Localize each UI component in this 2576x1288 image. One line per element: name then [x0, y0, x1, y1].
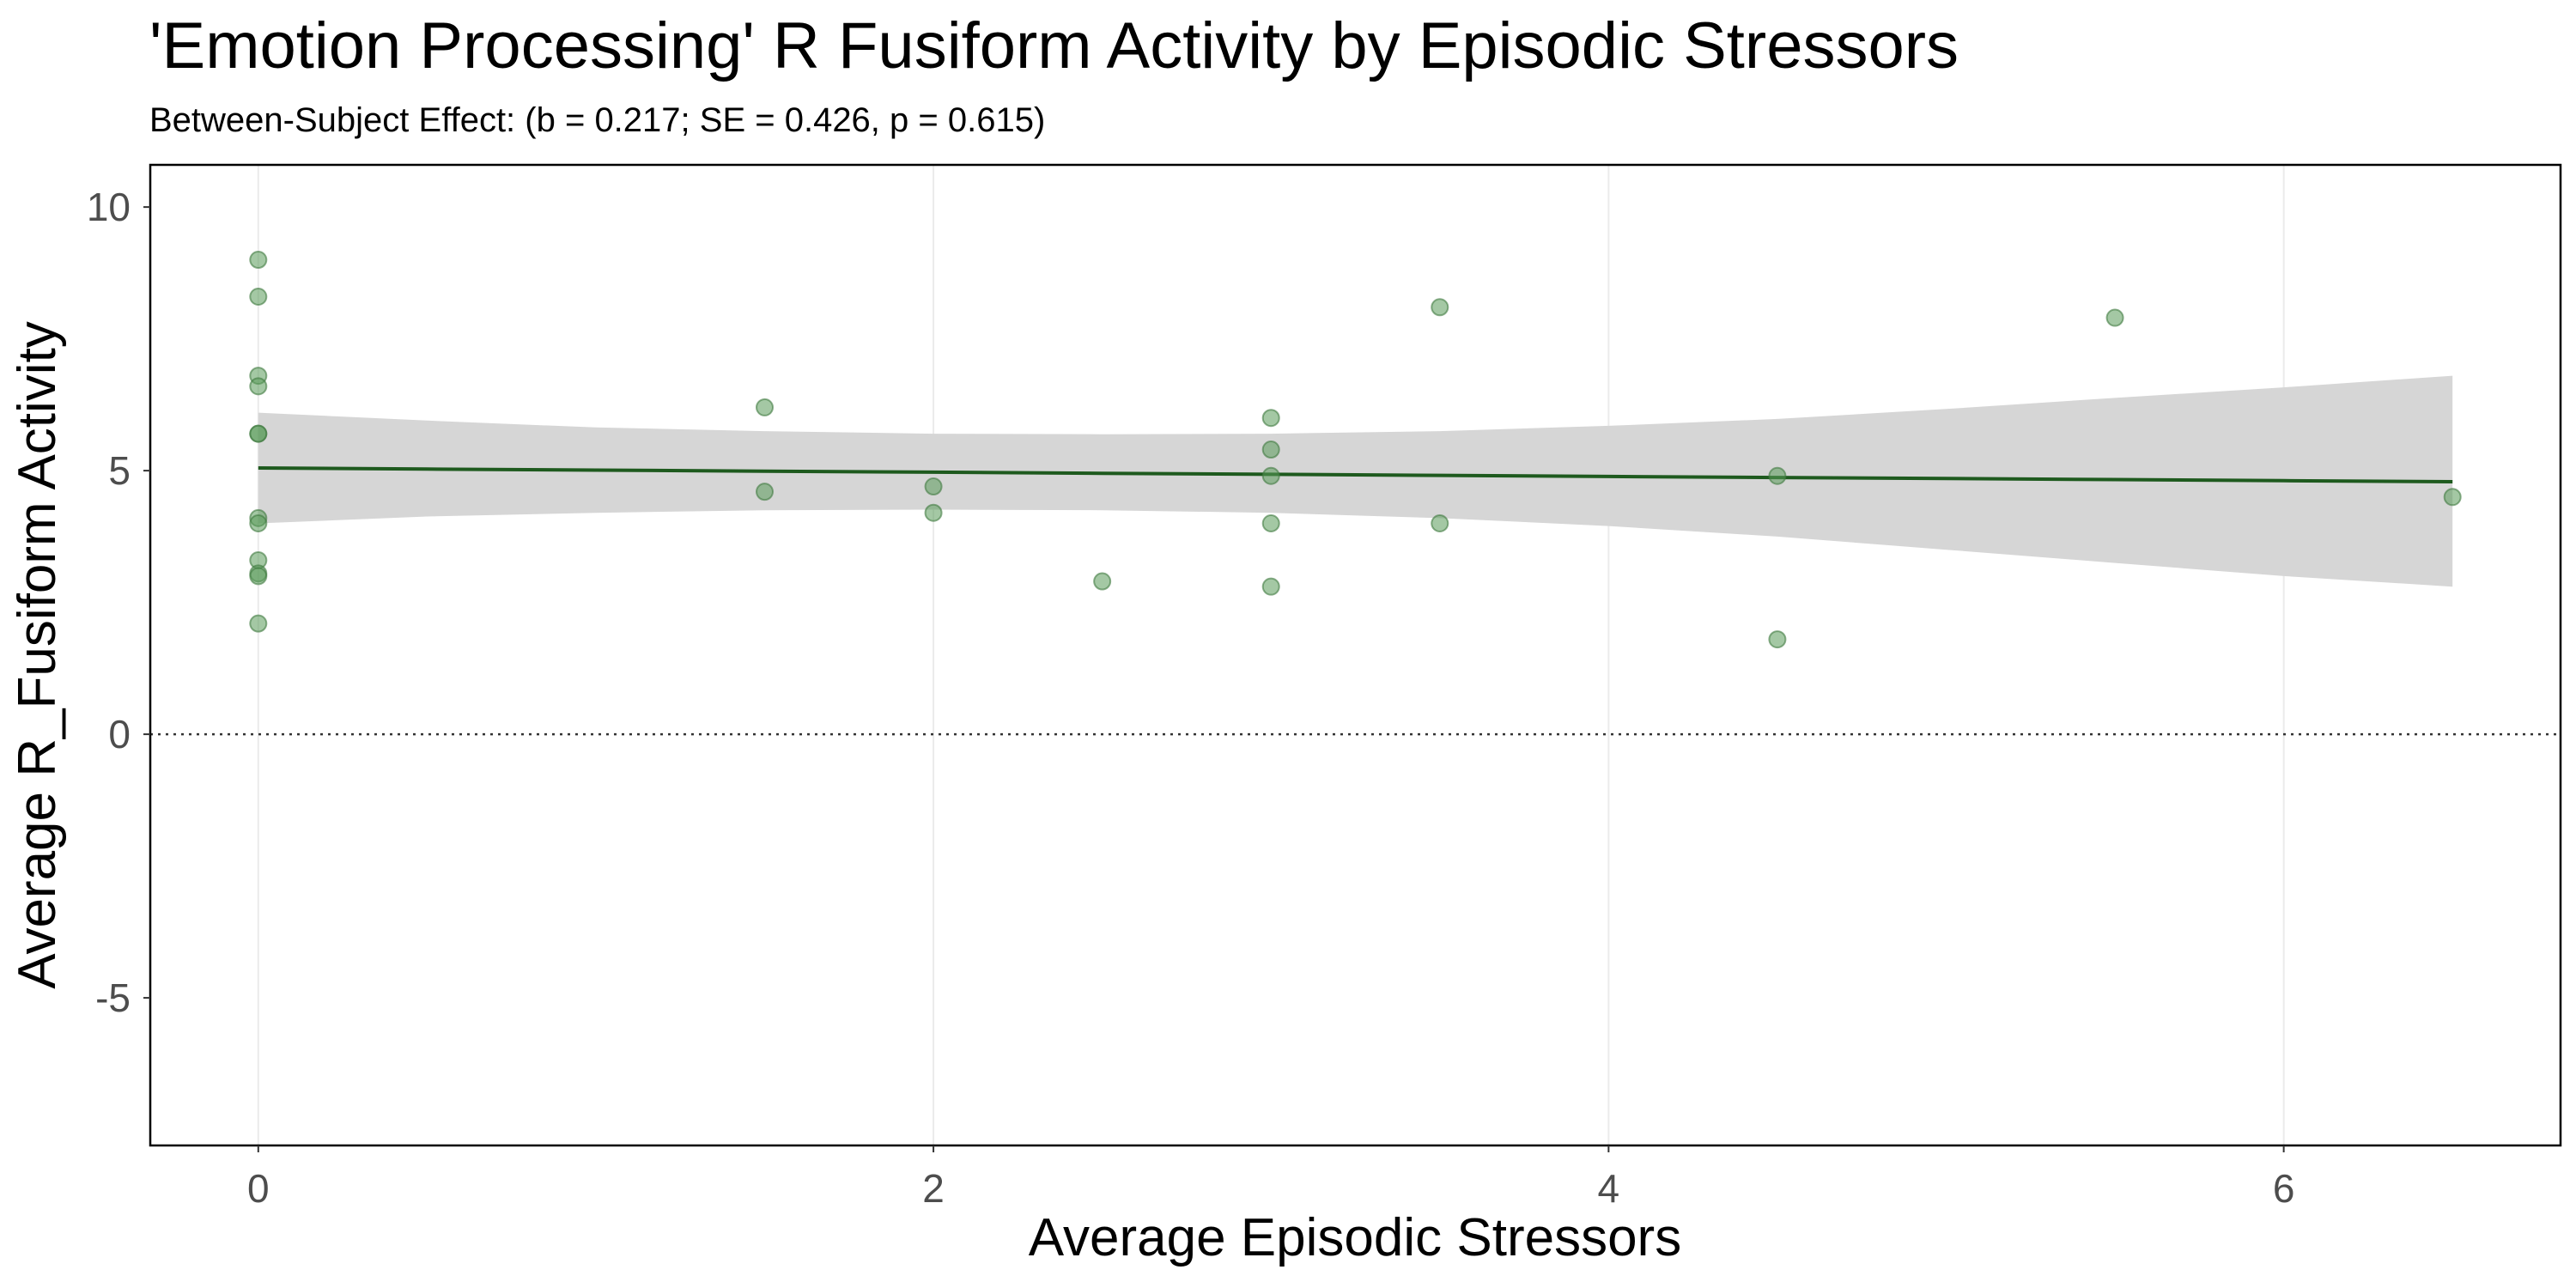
grid-lines — [257, 165, 2285, 1145]
data-point — [1261, 466, 1280, 485]
y-tick-label: 5 — [108, 448, 131, 493]
x-tick-label: 0 — [247, 1166, 270, 1211]
data-point — [1093, 572, 1112, 591]
y-tick-label: 0 — [108, 712, 131, 756]
data-point — [1261, 514, 1280, 533]
data-point — [249, 514, 268, 533]
x-tick-label: 6 — [2273, 1166, 2295, 1211]
x-axis-ticks: 0 2 4 6 — [247, 1145, 2294, 1211]
plot-panel-border — [149, 163, 2562, 1147]
data-point — [1768, 630, 1787, 649]
data-point — [756, 483, 775, 501]
data-point — [1768, 466, 1787, 485]
data-point — [2443, 488, 2462, 507]
regression-line — [258, 466, 2453, 483]
data-point — [249, 377, 268, 396]
x-axis-title: Average Episodic Stressors — [1029, 1208, 1681, 1267]
y-tick-label: -5 — [95, 975, 131, 1020]
data-point — [1261, 409, 1280, 428]
data-point — [249, 567, 268, 586]
y-tick-label: 10 — [87, 185, 131, 229]
confidence-band — [258, 375, 2453, 587]
data-point — [924, 477, 943, 496]
y-axis-ticks: -5 0 5 10 — [87, 185, 150, 1020]
y-axis-title: Average R_Fusiform Activity — [8, 321, 67, 989]
data-point — [1261, 577, 1280, 596]
data-point — [1431, 298, 1449, 317]
chart-title: 'Emotion Processing' R Fusiform Activity… — [149, 9, 1959, 82]
data-point — [249, 424, 268, 443]
data-point — [249, 614, 268, 633]
data-points — [249, 251, 2462, 649]
x-tick-label: 4 — [1598, 1166, 1620, 1211]
data-point — [2105, 308, 2124, 327]
data-point — [1431, 514, 1449, 533]
regression-line-layer — [258, 466, 2453, 483]
data-point — [249, 287, 268, 306]
data-point — [1261, 440, 1280, 459]
data-point — [756, 398, 775, 416]
confidence-band-layer — [258, 375, 2453, 587]
data-point — [924, 503, 943, 522]
data-point — [249, 251, 268, 270]
chart-subtitle: Between-Subject Effect: (b = 0.217; SE =… — [149, 101, 1046, 139]
x-tick-label: 2 — [922, 1166, 945, 1211]
